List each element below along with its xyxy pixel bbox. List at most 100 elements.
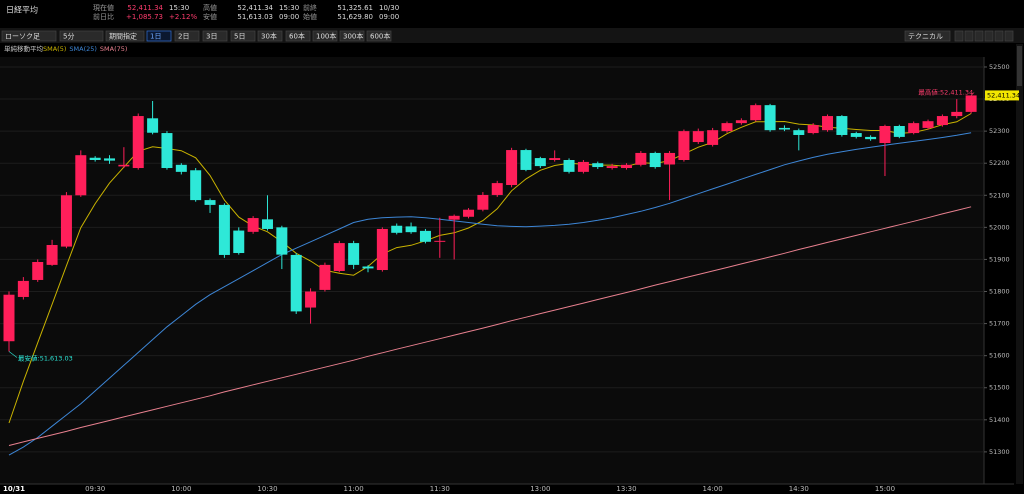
candle-body bbox=[419, 230, 431, 242]
quote-value: 52,411.34 bbox=[237, 4, 273, 12]
x-tick-label: 13:30 bbox=[616, 485, 636, 493]
candle-body bbox=[692, 131, 704, 143]
y-tick-label: 51900 bbox=[989, 255, 1010, 263]
candle-body bbox=[951, 111, 963, 117]
quote-extra: 15:30 bbox=[279, 4, 299, 12]
candle-body bbox=[620, 164, 632, 169]
range-button[interactable] bbox=[146, 30, 172, 42]
tool-icon[interactable] bbox=[984, 30, 994, 42]
candle-body bbox=[161, 133, 173, 169]
tool-icon[interactable] bbox=[964, 30, 974, 42]
high-leader bbox=[970, 92, 975, 96]
candle-body bbox=[46, 245, 58, 265]
candle-body bbox=[190, 170, 202, 201]
candle-body bbox=[348, 243, 360, 265]
tool-icon[interactable] bbox=[1004, 30, 1014, 42]
range-button[interactable] bbox=[339, 30, 365, 42]
range-button[interactable] bbox=[202, 30, 228, 42]
candle-body bbox=[434, 240, 446, 242]
candle-body bbox=[908, 123, 920, 134]
x-tick-label: 15:00 bbox=[875, 485, 895, 493]
candle-body bbox=[793, 130, 805, 135]
candle-body bbox=[491, 183, 503, 195]
toolbar-bg bbox=[0, 28, 1024, 43]
sma-line bbox=[8, 132, 972, 456]
range-button[interactable] bbox=[285, 30, 311, 42]
candle-body bbox=[778, 127, 790, 130]
range-button-label: 5日 bbox=[234, 33, 245, 41]
x-tick-label: 14:00 bbox=[703, 485, 723, 493]
range-button[interactable] bbox=[312, 30, 338, 42]
candle-body bbox=[850, 133, 862, 137]
candle-body bbox=[175, 164, 187, 172]
candle-body bbox=[506, 150, 518, 186]
period-button-label: 期間指定 bbox=[109, 32, 137, 41]
quote-label: 安値 bbox=[203, 12, 217, 21]
candle-body bbox=[606, 166, 618, 169]
candle-body bbox=[32, 262, 44, 280]
x-tick-label: 09:30 bbox=[85, 485, 105, 493]
y-tick-label: 51400 bbox=[989, 416, 1010, 424]
technical-button[interactable] bbox=[904, 30, 951, 42]
interval-select[interactable] bbox=[59, 30, 104, 42]
candle-body bbox=[563, 160, 575, 172]
candle-body bbox=[477, 194, 489, 210]
candle-body bbox=[218, 204, 230, 255]
candle-body bbox=[879, 126, 891, 143]
candle-body bbox=[807, 125, 819, 134]
period-button[interactable] bbox=[105, 30, 145, 42]
candle-body bbox=[60, 195, 72, 247]
legend-entry: SMA(25) bbox=[69, 45, 97, 53]
candle-body bbox=[147, 118, 159, 133]
candle-body bbox=[204, 200, 216, 205]
range-button-label: 600本 bbox=[370, 32, 390, 41]
range-button-label: 1日 bbox=[150, 33, 161, 41]
quote-extra: 09:00 bbox=[379, 13, 399, 21]
y-tick-label: 52100 bbox=[989, 191, 1010, 199]
candle-body bbox=[132, 116, 144, 169]
quote-value: 51,325.61 bbox=[337, 4, 373, 12]
quote-extra: +2.12% bbox=[169, 13, 197, 21]
quote-value: 52,411.34 bbox=[127, 4, 163, 12]
tool-icon[interactable] bbox=[974, 30, 984, 42]
tool-icon[interactable] bbox=[994, 30, 1004, 42]
tool-icon[interactable] bbox=[954, 30, 964, 42]
candle-body bbox=[922, 121, 934, 128]
quote-extra: 09:00 bbox=[279, 13, 299, 21]
high-annotation: 最高値:52,411.34 bbox=[918, 87, 973, 96]
candle-body bbox=[735, 120, 747, 124]
quote-label: 現在値 bbox=[93, 3, 114, 12]
scrollbar[interactable] bbox=[1016, 44, 1023, 484]
scroll-thumb[interactable] bbox=[1017, 46, 1022, 86]
range-button[interactable] bbox=[257, 30, 283, 42]
range-button[interactable] bbox=[366, 30, 392, 42]
range-button-label: 3日 bbox=[206, 33, 217, 41]
interval-select-label: 5分 bbox=[63, 32, 74, 41]
candle-body bbox=[649, 152, 661, 168]
x-tick-label: 14:30 bbox=[789, 485, 809, 493]
candle-body bbox=[448, 215, 460, 220]
legend-entry: SMA(5) bbox=[43, 45, 66, 53]
chart-kind-select[interactable] bbox=[1, 30, 57, 42]
plot-bg bbox=[0, 57, 984, 484]
candle-body bbox=[233, 230, 245, 254]
quote-value: +1,085.73 bbox=[126, 13, 163, 21]
candle-body bbox=[319, 264, 331, 290]
y-tick-label: 51800 bbox=[989, 288, 1010, 296]
candle-body bbox=[534, 158, 546, 167]
x-tick-label: 13:00 bbox=[530, 485, 550, 493]
candle-body bbox=[3, 294, 15, 342]
page-title: 日経平均 bbox=[6, 5, 38, 15]
range-button[interactable] bbox=[230, 30, 256, 42]
candle-body bbox=[362, 266, 374, 269]
last-price-label: 52,411.34 bbox=[987, 91, 1020, 99]
range-button-label: 100本 bbox=[316, 32, 336, 41]
range-button[interactable] bbox=[174, 30, 200, 42]
quote-label: 前日比 bbox=[93, 12, 114, 21]
candle-body bbox=[376, 228, 388, 271]
y-tick-label: 52200 bbox=[989, 159, 1010, 167]
candle-body bbox=[764, 105, 776, 131]
range-button-label: 30本 bbox=[261, 32, 277, 41]
